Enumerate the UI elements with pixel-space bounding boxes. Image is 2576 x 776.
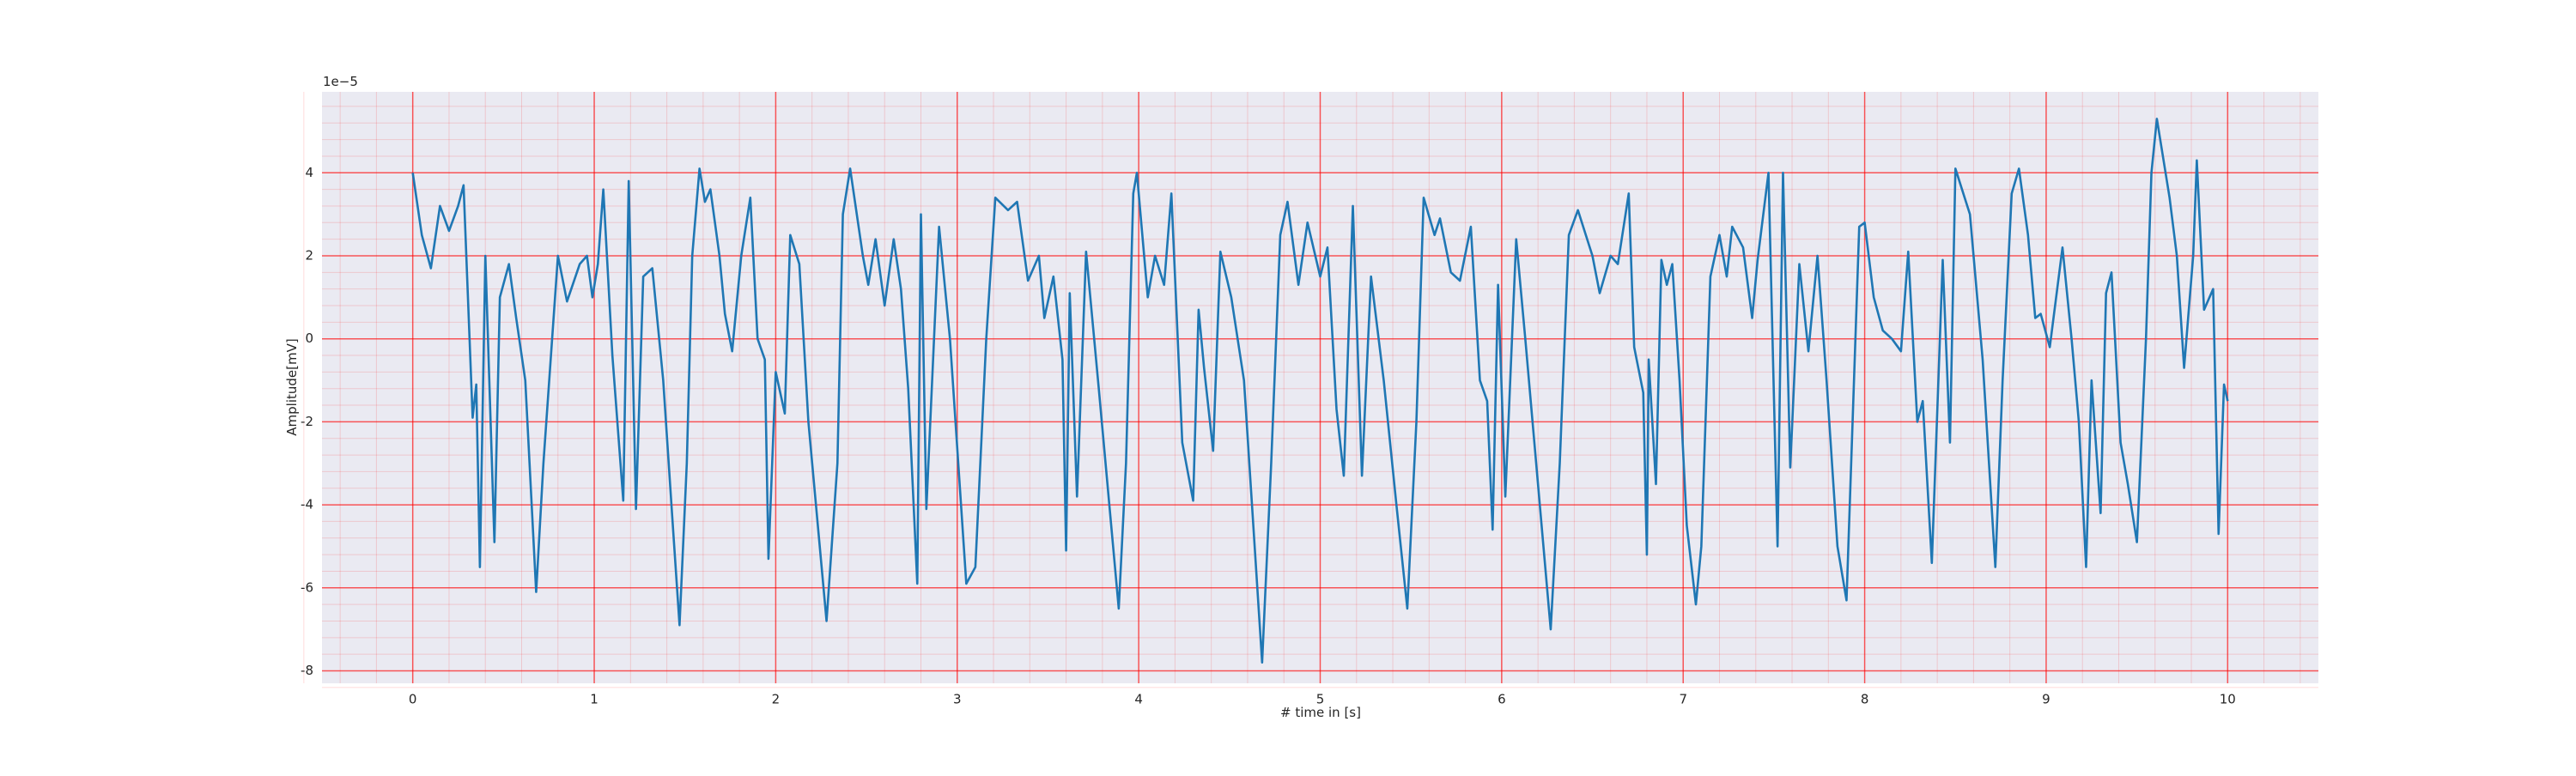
x-tick-label: 8 [1861,692,1869,707]
y-axis-label: Amplitude[mV] [284,338,300,435]
x-tick-label: 4 [1134,692,1143,707]
signal-line [411,118,2229,664]
y-tick-label: 0 [305,330,313,346]
x-axis-label: # time in [s] [1280,705,1361,720]
x-tick-label: 3 [953,692,962,707]
y-offset-text: 1e−5 [323,74,358,89]
x-tick-label: 10 [2220,692,2236,707]
y-tick-label: -8 [301,663,313,678]
y-tick-label: -4 [301,497,313,512]
x-tick-label: 2 [772,692,781,707]
y-tick-label: 2 [305,247,313,263]
x-tick-label: 0 [409,692,417,707]
x-tick-label: 5 [1316,692,1325,707]
x-tick-label: 6 [1498,692,1506,707]
y-tick-label: -2 [301,414,313,429]
y-tick-label: -6 [301,579,313,595]
y-tick-label: 4 [305,165,313,180]
x-tick-label: 7 [1679,692,1687,707]
x-tick-label: 9 [2042,692,2050,707]
x-tick-label: 1 [590,692,598,707]
